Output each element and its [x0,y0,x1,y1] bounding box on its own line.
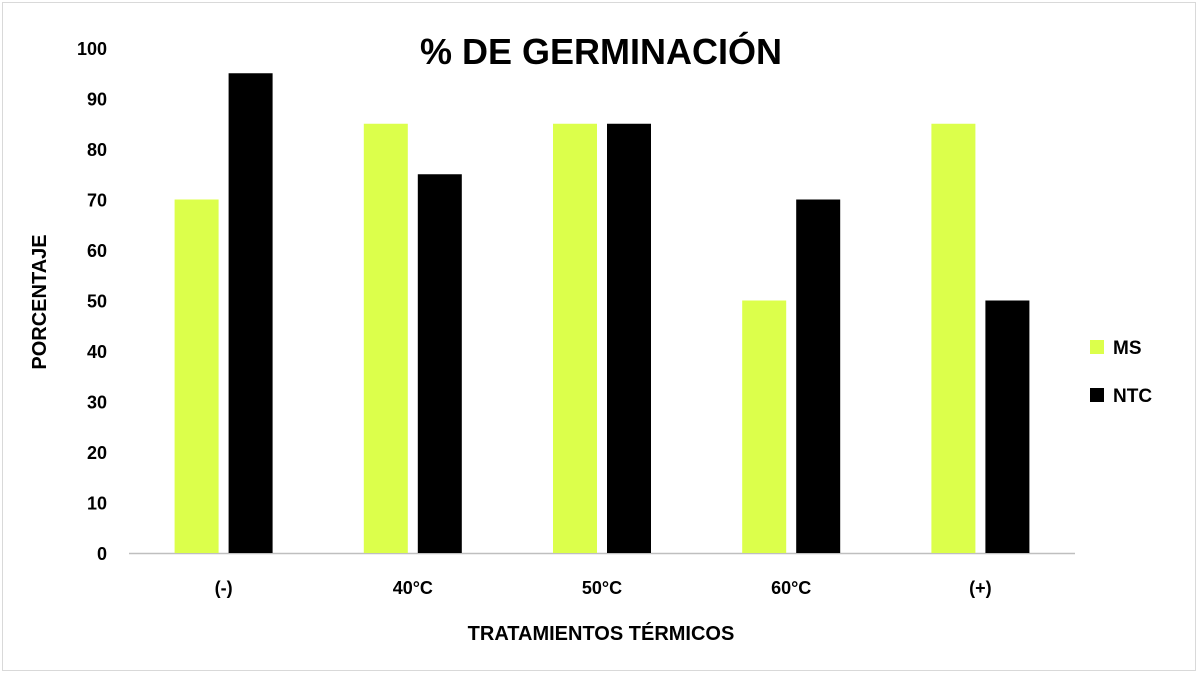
y-tick-label: 10 [87,494,107,514]
legend-swatch-ntc [1090,388,1104,402]
x-tick-label: (+) [969,578,992,598]
y-tick-label: 100 [77,39,107,59]
bar-ntc-3 [796,199,841,553]
x-tick-label: 40°C [393,578,433,598]
x-axis-ticks: (-) 40°C 50°C 60°C (+) [215,578,992,598]
x-tick-label: 60°C [771,578,811,598]
y-tick-label: 20 [87,443,107,463]
legend: MS NTC [1090,338,1152,407]
chart-title: % DE GERMINACIÓN [420,30,782,72]
x-tick-label: 50°C [582,578,622,598]
bar-ntc-4 [985,300,1030,553]
bars [174,73,1030,553]
legend-label-ms: MS [1113,338,1142,359]
bar-ms-0 [174,199,219,553]
bar-ntc-0 [228,73,273,553]
y-tick-label: 70 [87,191,107,211]
bar-ms-1 [363,123,408,553]
bar-ms-2 [553,123,597,553]
bar-ms-4 [931,123,976,553]
y-tick-label: 50 [87,292,107,312]
bar-chart: % DE GERMINACIÓN 0102030405060708090100 … [29,30,1152,645]
y-tick-label: 0 [97,544,107,564]
y-axis-ticks: 0 10 20 30 40 50 60 70 80 90 100 [77,39,107,564]
y-tick-label: 60 [87,241,107,261]
bar-ntc-1 [417,174,462,553]
y-tick-label: 30 [87,393,107,413]
y-tick-label: 40 [87,342,107,362]
x-tick-label: (-) [215,578,233,598]
bar-ms-3 [742,300,787,553]
x-axis-label: TRATAMIENTOS TÉRMICOS [468,622,735,645]
y-tick-label: 90 [87,90,107,110]
bar-ntc-2 [607,123,651,553]
y-axis-label: PORCENTAJE [29,234,51,369]
legend-swatch-ms [1090,340,1104,354]
y-tick-label: 80 [87,140,107,160]
legend-label-ntc: NTC [1113,386,1152,407]
